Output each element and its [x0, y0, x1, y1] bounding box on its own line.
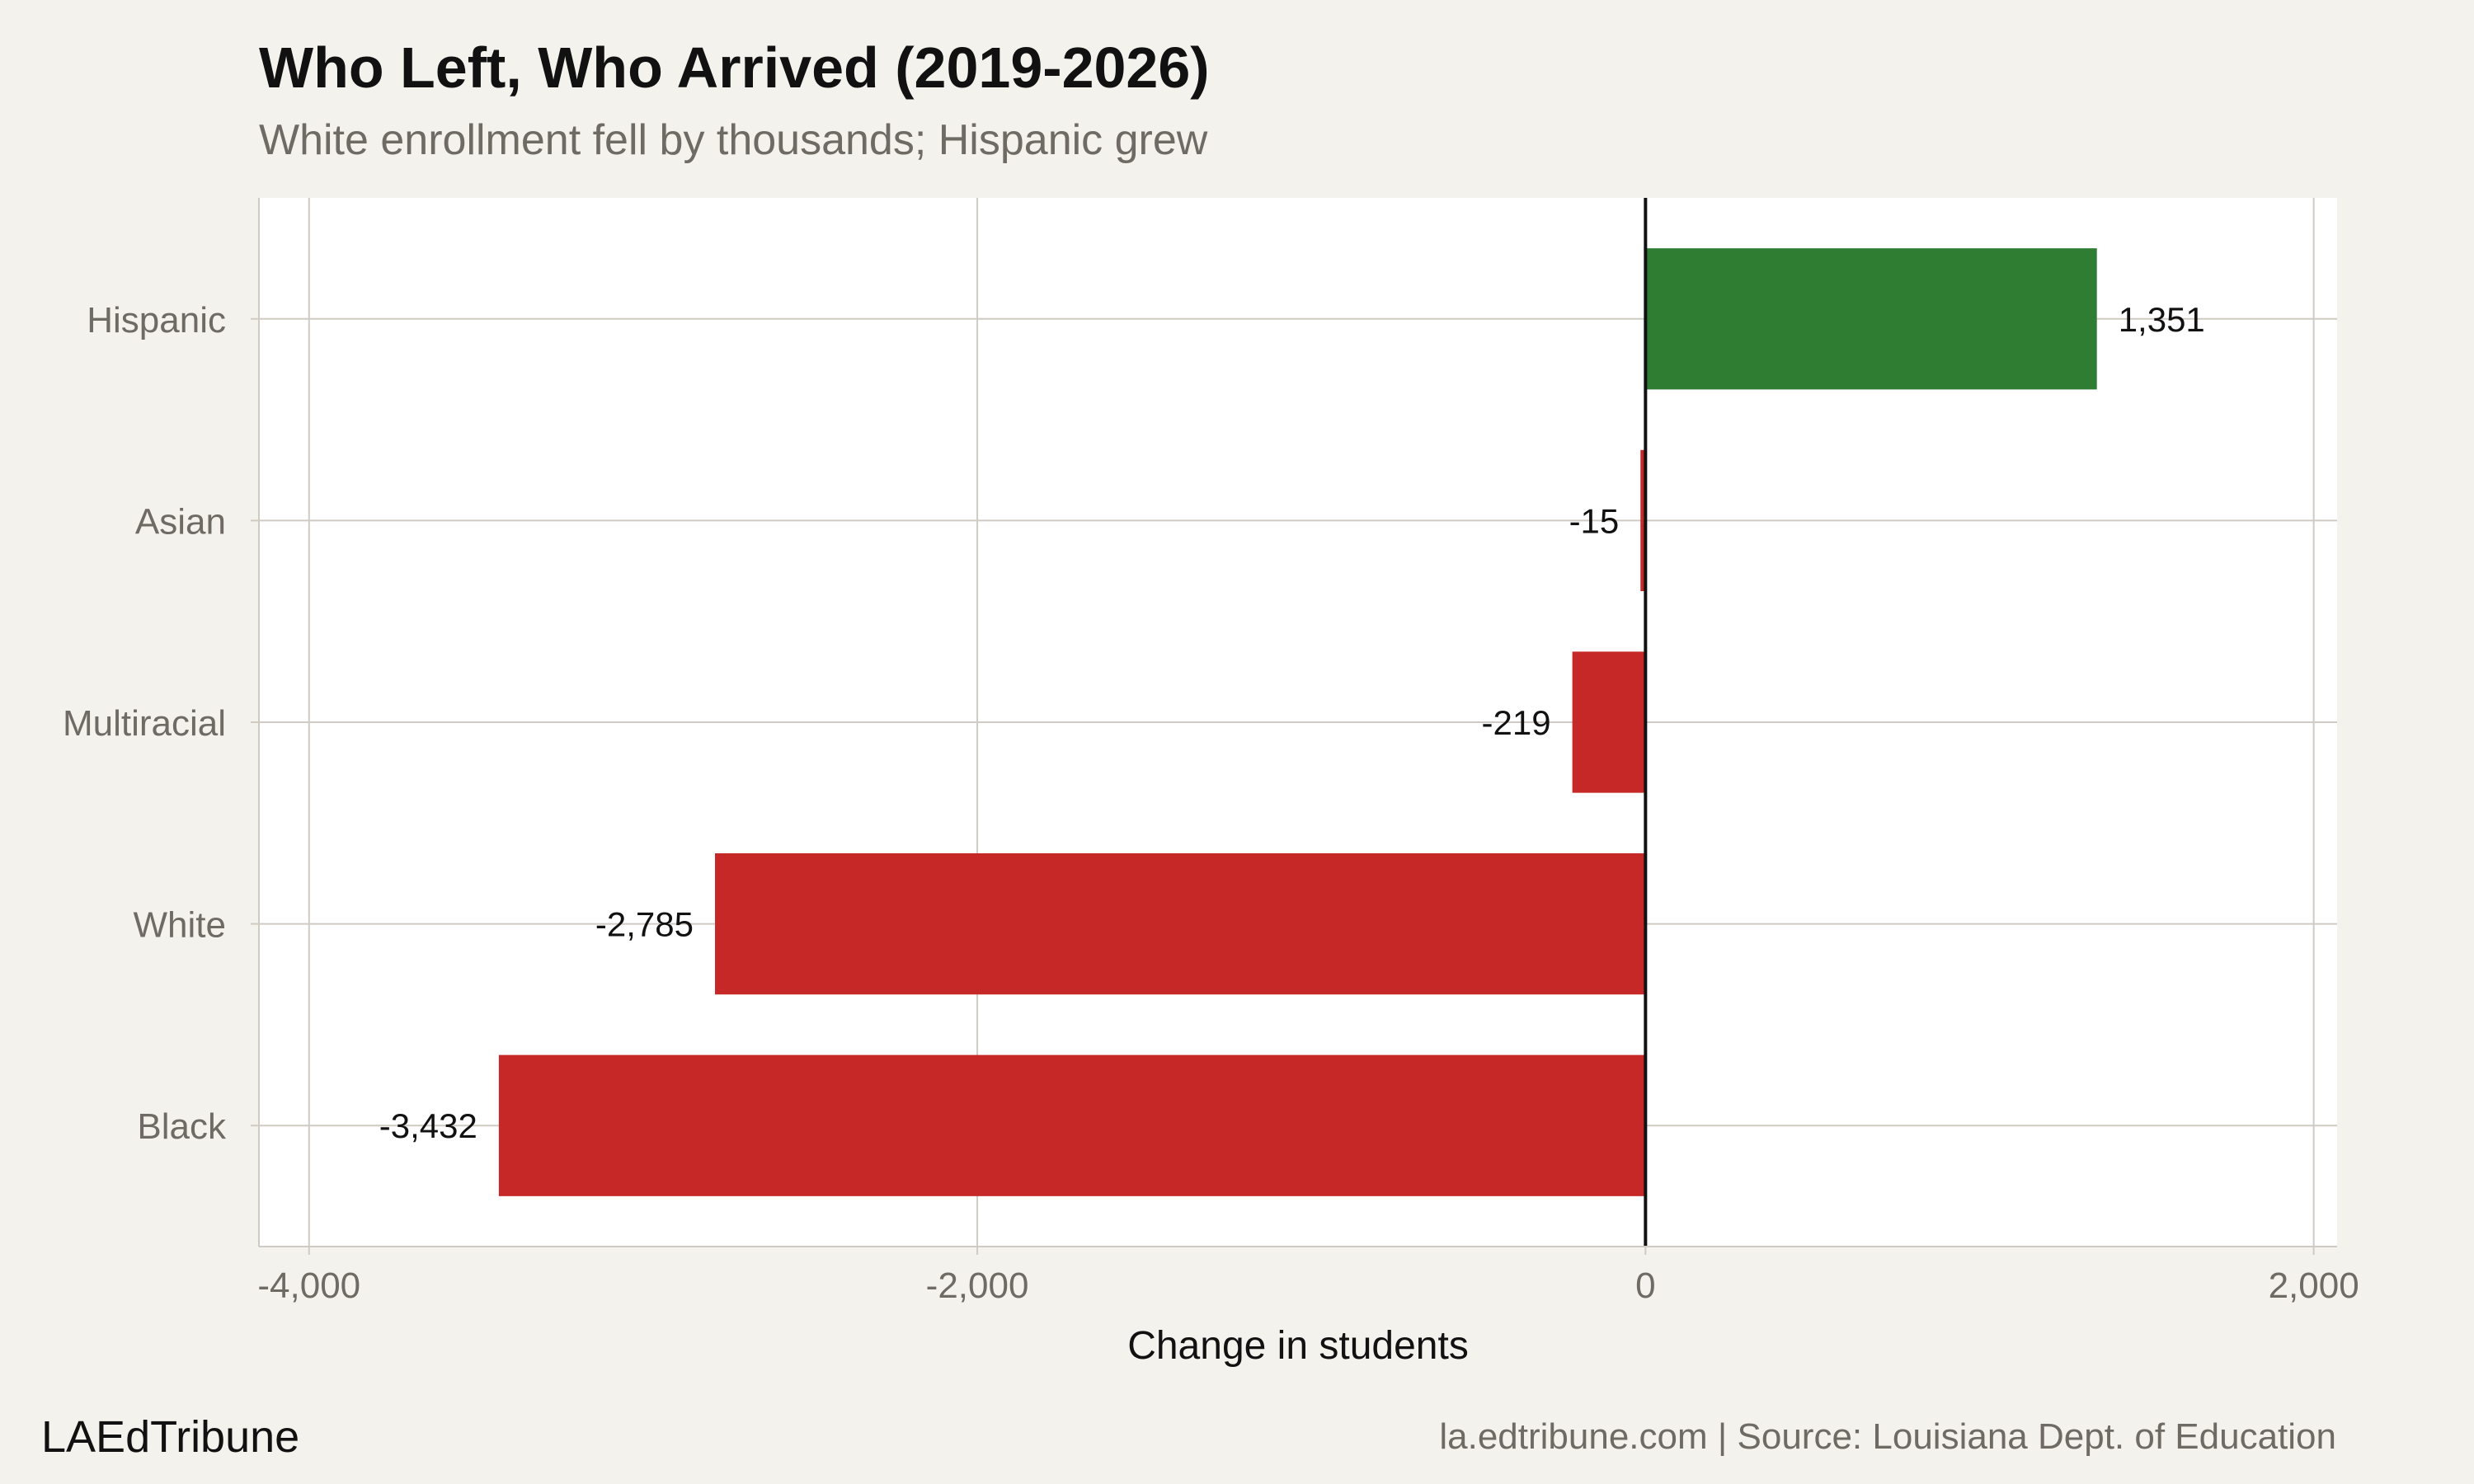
- y-tick-label: White: [134, 905, 226, 946]
- bar-asian: [1640, 449, 1646, 591]
- y-tick-label: Multiracial: [63, 703, 226, 744]
- bar-value-label: -15: [1569, 501, 1620, 540]
- bar-value-label: 1,351: [2119, 300, 2205, 339]
- x-axis: -4,000 -2,000 0 2,000: [257, 1246, 2359, 1306]
- bars: [498, 248, 2097, 1196]
- bar-black: [498, 1054, 1646, 1196]
- x-axis-title: Change in students: [1127, 1324, 1469, 1368]
- y-tick-label: Asian: [135, 501, 226, 542]
- bar-value-label: -219: [1482, 703, 1551, 742]
- bar-value-label: -3,432: [379, 1106, 477, 1145]
- chart-subtitle: White enrollment fell by thousands; Hisp…: [259, 116, 1208, 164]
- x-tick-label: 2,000: [2269, 1266, 2359, 1306]
- brand-logo-text: LAEdTribune: [41, 1412, 300, 1462]
- bar-value-label: -2,785: [595, 905, 694, 944]
- bar-multiracial: [1572, 651, 1646, 793]
- x-tick-label: -4,000: [257, 1266, 360, 1306]
- bar-hispanic: [1645, 248, 2097, 390]
- bar-white: [715, 853, 1646, 995]
- source-note: la.edtribune.com | Source: Louisiana Dep…: [1439, 1416, 2336, 1457]
- bar-value-labels: 1,351 -15 -219 -2,785 -3,432: [379, 300, 2205, 1145]
- x-tick-label: -2,000: [926, 1266, 1029, 1306]
- y-tick-label: Black: [137, 1106, 227, 1147]
- y-tick-label: Hispanic: [87, 300, 226, 340]
- y-axis: Hispanic Asian Multiracial White Black: [63, 198, 260, 1247]
- x-tick-label: 0: [1635, 1266, 1655, 1306]
- chart-title: Who Left, Who Arrived (2019-2026): [259, 35, 1210, 100]
